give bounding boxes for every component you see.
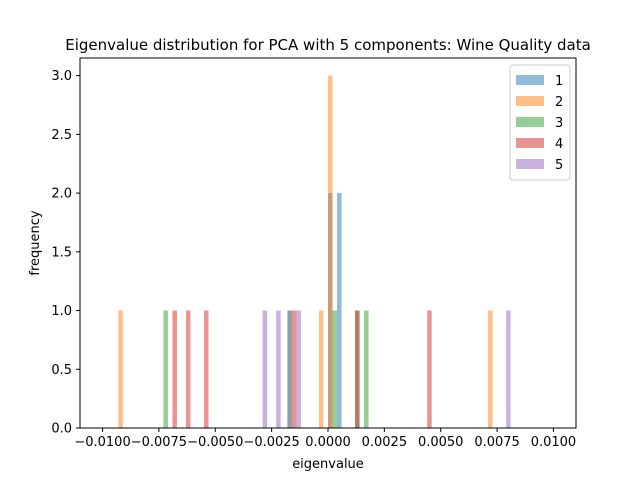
x-tick-label: 0.0000 <box>305 435 351 450</box>
bar-series-2-bin-1 <box>118 310 123 428</box>
legend-label-3: 3 <box>555 116 563 131</box>
y-tick-label: 2.0 <box>51 187 72 202</box>
x-tick-label: −0.0025 <box>243 435 299 450</box>
x-tick-label: −0.0075 <box>131 435 187 450</box>
bar-series-4-bin-2 <box>185 310 191 428</box>
x-tick-label: 0.0025 <box>362 435 408 450</box>
legend-swatch-2 <box>516 96 544 106</box>
chart-title: Eigenvalue distribution for PCA with 5 c… <box>65 36 591 54</box>
x-axis: −0.0100 −0.0075 −0.0050 −0.0025 0.0000 0.0025… <box>74 428 576 450</box>
x-tick-label: −0.0050 <box>187 435 243 450</box>
bar-series-4-bin-3 <box>204 310 209 428</box>
x-axis-label: eigenvalue <box>292 457 364 472</box>
bar-series-1-bin-2 <box>337 193 342 428</box>
bar-series-5-bin-5 <box>506 310 511 428</box>
y-tick-label: 0.5 <box>51 363 72 378</box>
legend-swatch-3 <box>516 117 544 127</box>
bar-series-2-bin-3 <box>328 75 333 429</box>
bar-series-4-bin-1 <box>172 310 177 428</box>
y-tick-label: 1.0 <box>51 304 72 319</box>
y-tick-label: 3.0 <box>51 69 72 84</box>
legend-label-4: 4 <box>555 137 563 152</box>
bar-series-2-bin-4 <box>488 310 493 428</box>
y-tick-label: 1.5 <box>51 245 72 260</box>
bar-series-3-bin-5 <box>364 310 369 428</box>
bar-series-5-bin-3 <box>287 310 292 428</box>
legend-label-2: 2 <box>555 95 563 110</box>
legend-swatch-4 <box>516 138 544 148</box>
bars-layer <box>118 75 511 429</box>
bar-series-5-bin-2 <box>276 310 281 428</box>
x-tick-label: 0.0100 <box>531 435 577 450</box>
x-tick-label: −0.0100 <box>74 435 130 450</box>
legend-label-1: 1 <box>555 74 563 89</box>
legend-label-5: 5 <box>555 158 563 173</box>
bar-series-3-bin-3 <box>332 310 338 428</box>
y-axis: 0.0 0.5 1.0 1.5 2.0 2.5 3.0 <box>51 69 80 437</box>
y-tick-label: 0.0 <box>51 422 72 437</box>
legend-swatch-5 <box>516 159 544 169</box>
bar-series-5-bin-1 <box>262 310 268 428</box>
bar-series-4-bin-6 <box>427 310 432 428</box>
x-tick-label: 0.0075 <box>474 435 520 450</box>
y-axis-label: frequency <box>28 210 43 276</box>
bar-series-4-bin-4 <box>291 310 297 428</box>
bar-series-5-bin-4 <box>296 310 301 428</box>
legend: 1 2 3 4 5 <box>509 64 571 181</box>
bar-series-3-bin-1 <box>163 310 168 428</box>
legend-swatch-1 <box>516 75 544 85</box>
bar-series-2-bin-2 <box>318 310 324 428</box>
bar-series-4-bin-5 <box>355 310 360 428</box>
x-tick-label: 0.0050 <box>418 435 464 450</box>
y-tick-label: 2.5 <box>51 128 72 143</box>
